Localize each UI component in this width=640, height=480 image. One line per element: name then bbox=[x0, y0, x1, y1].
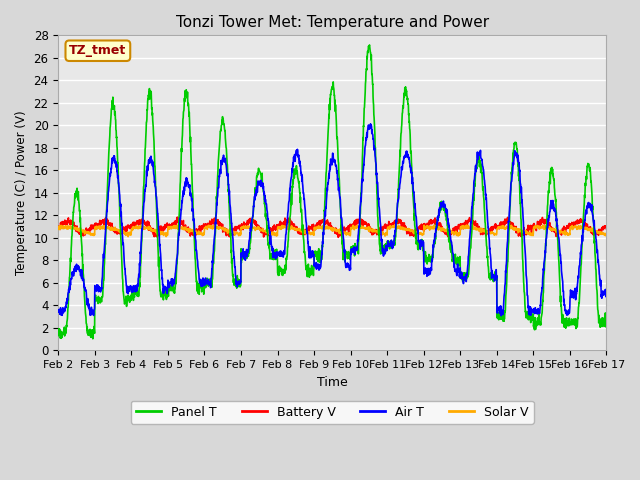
X-axis label: Time: Time bbox=[317, 376, 348, 389]
Title: Tonzi Tower Met: Temperature and Power: Tonzi Tower Met: Temperature and Power bbox=[176, 15, 489, 30]
Panel T bbox=[207, 276, 215, 282]
Battery V bbox=[54, 224, 62, 229]
Air T bbox=[497, 313, 505, 319]
Y-axis label: Temperature (C) / Power (V): Temperature (C) / Power (V) bbox=[15, 110, 28, 275]
Panel T bbox=[492, 275, 500, 281]
Air T bbox=[54, 309, 62, 315]
Battery V bbox=[349, 222, 356, 228]
Panel T bbox=[570, 321, 577, 327]
Solar V bbox=[602, 232, 610, 238]
Solar V bbox=[54, 225, 62, 230]
Battery V bbox=[492, 226, 500, 232]
Panel T bbox=[89, 336, 97, 342]
Battery V bbox=[176, 214, 184, 220]
Panel T bbox=[348, 246, 356, 252]
Panel T bbox=[554, 249, 562, 255]
Air T bbox=[554, 234, 562, 240]
Battery V bbox=[602, 226, 610, 232]
Solar V bbox=[124, 234, 132, 240]
Panel T bbox=[54, 326, 62, 332]
Battery V bbox=[207, 220, 215, 226]
Panel T bbox=[365, 42, 373, 48]
Air T bbox=[367, 121, 374, 127]
Battery V bbox=[360, 221, 368, 227]
Battery V bbox=[554, 231, 562, 237]
Air T bbox=[207, 275, 215, 281]
Line: Solar V: Solar V bbox=[58, 225, 606, 237]
Solar V bbox=[570, 224, 577, 230]
Air T bbox=[492, 275, 500, 281]
Line: Battery V: Battery V bbox=[58, 217, 606, 238]
Battery V bbox=[335, 235, 342, 240]
Solar V bbox=[463, 222, 470, 228]
Text: TZ_tmet: TZ_tmet bbox=[69, 44, 127, 57]
Air T bbox=[348, 246, 356, 252]
Battery V bbox=[570, 223, 577, 228]
Solar V bbox=[554, 229, 562, 235]
Panel T bbox=[602, 319, 610, 325]
Line: Panel T: Panel T bbox=[58, 45, 606, 339]
Solar V bbox=[207, 225, 215, 230]
Solar V bbox=[348, 225, 356, 230]
Air T bbox=[570, 293, 577, 299]
Panel T bbox=[360, 105, 368, 111]
Air T bbox=[360, 162, 368, 168]
Legend: Panel T, Battery V, Air T, Solar V: Panel T, Battery V, Air T, Solar V bbox=[131, 401, 534, 424]
Line: Air T: Air T bbox=[58, 124, 606, 316]
Solar V bbox=[360, 225, 368, 230]
Solar V bbox=[492, 231, 500, 237]
Air T bbox=[602, 288, 610, 294]
